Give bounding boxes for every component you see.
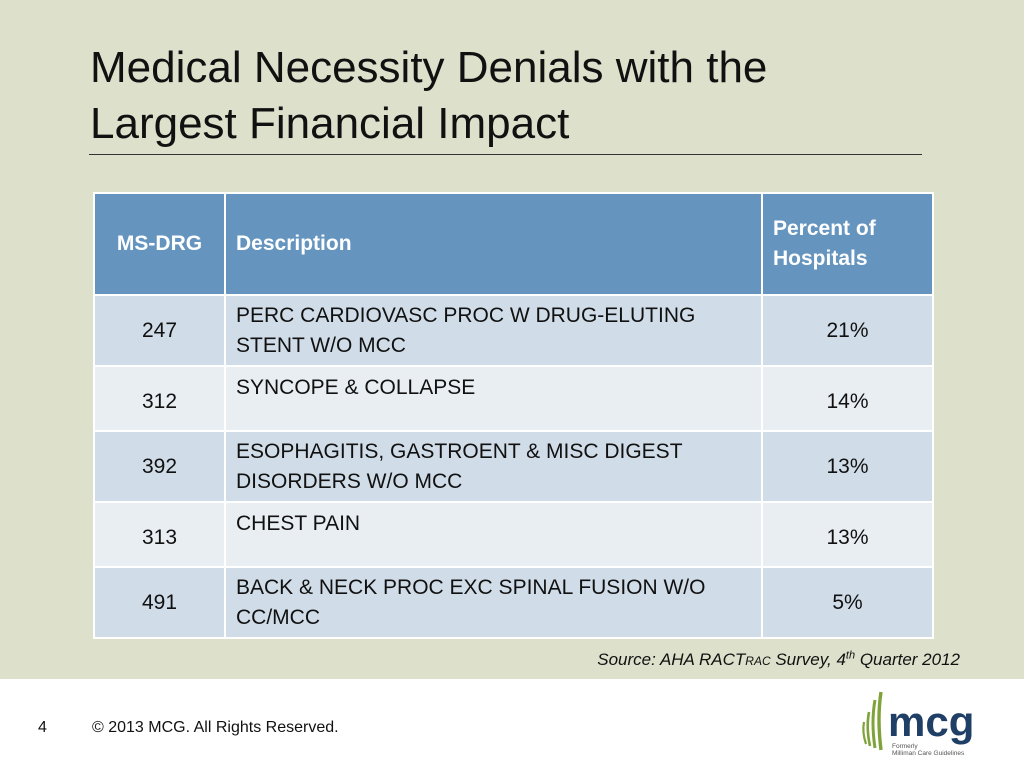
table-row: 313 CHEST PAIN 13%	[93, 501, 934, 568]
table-row: 392 ESOPHAGITIS, GASTROENT & MISC DIGEST…	[93, 430, 934, 503]
drg-code-cell: 312	[93, 365, 226, 432]
title-line-2: Largest Financial Impact	[90, 99, 570, 148]
mcg-logo: mcg Formerly Milliman Care Guidelines	[862, 691, 974, 757]
percent-cell: 13%	[761, 430, 934, 503]
source-prefix: Source: AHA RACT	[597, 650, 746, 669]
percent-cell: 14%	[761, 365, 934, 432]
denials-table: MS-DRG Description Percent of Hospitals …	[93, 192, 934, 639]
percent-cell: 5%	[761, 566, 934, 639]
description-cell: SYNCOPE & COLLAPSE	[224, 365, 763, 432]
copyright-notice: © 2013 MCG. All Rights Reserved.	[92, 719, 339, 736]
title-line-1: Medical Necessity Denials with the	[90, 43, 768, 92]
drg-code-cell: 247	[93, 294, 226, 367]
drg-code-cell: 491	[93, 566, 226, 639]
header-percent-of-hospitals: Percent of Hospitals	[761, 192, 934, 296]
source-citation: Source: AHA RACTRAC Survey, 4th Quarter …	[597, 650, 960, 670]
logo-wordmark: mcg	[888, 698, 974, 745]
slide-title: Medical Necessity Denials with the Large…	[90, 40, 950, 152]
source-smallcaps: RAC	[745, 654, 771, 668]
header-ms-drg: MS-DRG	[93, 192, 226, 296]
drg-code-cell: 313	[93, 501, 226, 568]
source-middle: Survey, 4	[770, 650, 846, 669]
title-divider	[89, 154, 922, 155]
header-description: Description	[224, 192, 763, 296]
source-suffix: Quarter 2012	[855, 650, 960, 669]
description-cell: PERC CARDIOVASC PROC W DRUG-ELUTING STEN…	[224, 294, 763, 367]
percent-cell: 21%	[761, 294, 934, 367]
page-number: 4	[38, 719, 47, 736]
description-cell: CHEST PAIN	[224, 501, 763, 568]
source-superscript: th	[845, 649, 856, 662]
logo-mark-icon	[862, 691, 883, 751]
logo-tagline-line-2: Milliman Care Guidelines	[892, 750, 965, 757]
table-header-row: MS-DRG Description Percent of Hospitals	[93, 192, 934, 296]
description-cell: ESOPHAGITIS, GASTROENT & MISC DIGEST DIS…	[224, 430, 763, 503]
logo-tagline-line-1: Formerly	[892, 743, 918, 750]
table-row: 312 SYNCOPE & COLLAPSE 14%	[93, 365, 934, 432]
table-row: 247 PERC CARDIOVASC PROC W DRUG-ELUTING …	[93, 294, 934, 367]
description-cell: BACK & NECK PROC EXC SPINAL FUSION W/O C…	[224, 566, 763, 639]
table-row: 491 BACK & NECK PROC EXC SPINAL FUSION W…	[93, 566, 934, 639]
drg-code-cell: 392	[93, 430, 226, 503]
percent-cell: 13%	[761, 501, 934, 568]
